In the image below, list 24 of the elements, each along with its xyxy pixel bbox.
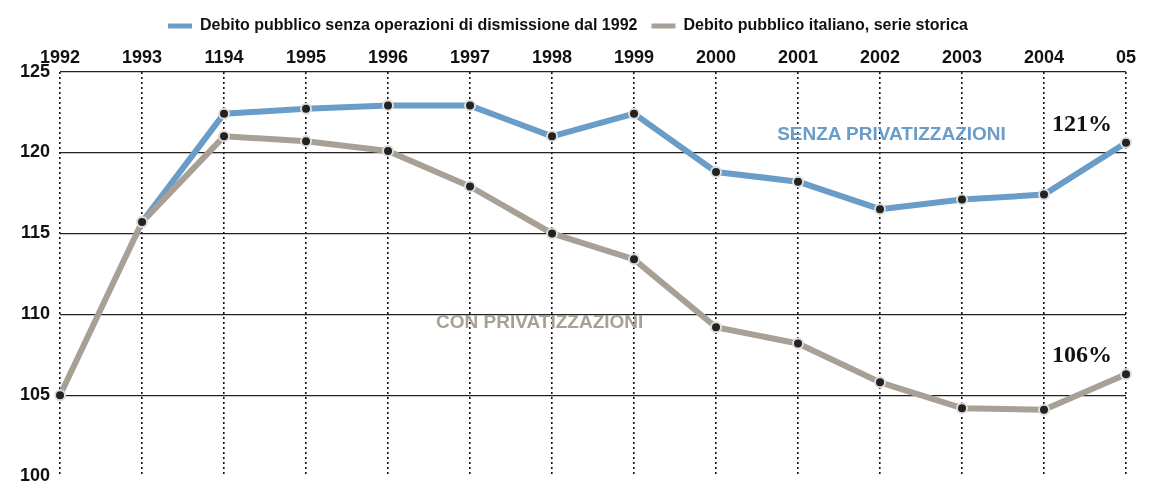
data-label: 121% xyxy=(1052,110,1112,137)
x-tick-label: 2000 xyxy=(695,46,737,67)
x-tick-label: 1998 xyxy=(531,46,573,67)
y-tick-label: 110 xyxy=(20,303,51,324)
annotation: CON PRIVATIZZAZIONI xyxy=(436,310,644,332)
annotation: SENZA PRIVATIZZAZIONI xyxy=(777,122,1006,144)
x-tick-label: 1996 xyxy=(368,46,409,67)
y-tick-label: 105 xyxy=(19,384,51,405)
y-tick-label: 100 xyxy=(19,465,51,486)
x-tick-label: 2001 xyxy=(777,46,819,67)
x-tick-label: 1995 xyxy=(286,46,327,67)
data-label: 106% xyxy=(1052,341,1112,368)
y-tick-label: 120 xyxy=(19,141,51,162)
x-tick-label: 1997 xyxy=(450,46,491,67)
x-tick-label: 1999 xyxy=(613,46,655,67)
legend-label: Debito pubblico italiano, serie storica xyxy=(683,16,969,34)
legend-label: Debito pubblico senza operazioni di dismissione dal 1992 xyxy=(200,16,638,34)
x-tick-label: 1993 xyxy=(122,46,163,67)
x-tick-label: 05 xyxy=(1115,46,1137,67)
x-tick-label: 2004 xyxy=(1023,46,1065,67)
x-tick-label: 1194 xyxy=(204,46,244,67)
x-tick-label: 2002 xyxy=(859,46,901,67)
y-tick-label: 115 xyxy=(20,222,51,243)
x-tick-label: 2003 xyxy=(941,46,983,67)
